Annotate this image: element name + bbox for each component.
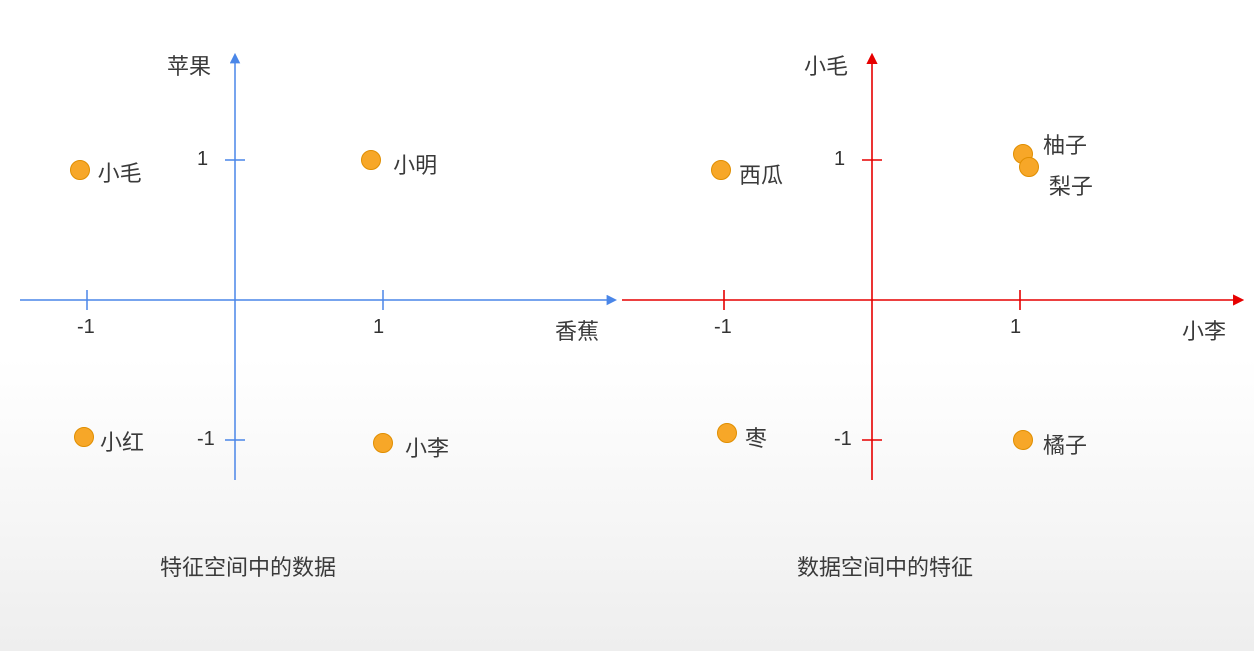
y-tick-label: -1: [834, 428, 852, 451]
x-tick-label: -1: [714, 316, 732, 339]
axes-right: [0, 0, 1254, 651]
data-point: [717, 423, 737, 443]
dual-scatter-figure: -111-1香蕉苹果小毛小明小红小李特征空间中的数据-111-1小李小毛西瓜柚子…: [0, 0, 1254, 651]
data-point-label: 枣: [745, 421, 767, 453]
data-point-label: 橘子: [1043, 428, 1087, 460]
data-point: [1019, 157, 1039, 177]
y-axis-label: 小毛: [804, 49, 848, 81]
x-tick-label: 1: [1010, 316, 1021, 339]
scatter-plot-right: -1 1 1 -1 小李 小毛西瓜 柚子梨子枣 橘子数据空间中的特征: [0, 0, 1254, 651]
data-point: [711, 160, 731, 180]
plot-caption: 数据空间中的特征: [797, 550, 973, 582]
data-point: [1013, 430, 1033, 450]
x-axis-label: 小李: [1182, 314, 1226, 346]
y-tick-label: 1: [834, 148, 845, 171]
data-point-label: 柚子: [1043, 128, 1087, 160]
data-point-label: 梨子: [1049, 169, 1093, 201]
data-point-label: 西瓜: [739, 158, 783, 190]
